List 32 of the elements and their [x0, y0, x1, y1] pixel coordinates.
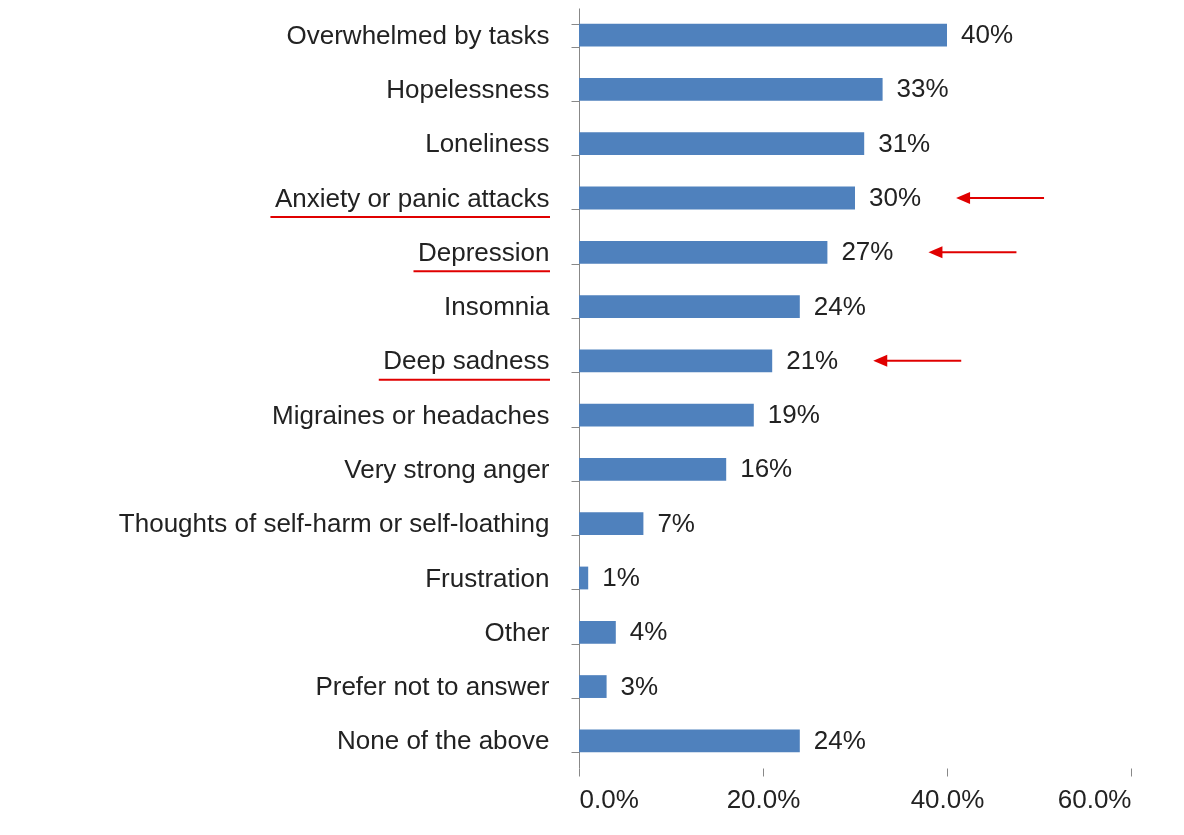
y-tick-label: Anxiety or panic attacks — [274, 182, 550, 213]
y-tick-label: None of the above — [337, 725, 550, 756]
data-label: 31% — [878, 127, 931, 158]
y-tick-label: Overwhelmed by tasks — [286, 19, 550, 50]
y-tick-label: Hopelessness — [386, 73, 550, 104]
y-tick-label: Loneliness — [425, 128, 550, 159]
y-tick-label: Deep sadness — [383, 345, 550, 376]
data-label: 24% — [813, 290, 866, 321]
data-label: 33% — [896, 73, 949, 104]
x-tick-label: 40.0% — [910, 783, 985, 814]
data-label: 4% — [629, 616, 668, 647]
data-label: 16% — [740, 453, 793, 484]
data-label: 27% — [841, 236, 894, 267]
data-label: 7% — [657, 507, 695, 538]
data-label: 3% — [620, 670, 659, 701]
x-tick-label: 0.0% — [579, 783, 639, 814]
y-tick-label: Very strong anger — [344, 453, 550, 484]
data-label: 21% — [786, 344, 839, 375]
y-tick-label: Prefer not to answer — [315, 671, 550, 702]
data-label: 30% — [869, 182, 922, 212]
data-label: 24% — [813, 724, 866, 755]
y-tick-label: Frustration — [425, 562, 550, 593]
y-tick-label: Depression — [417, 236, 550, 267]
y-tick-label: Migraines or headaches — [272, 399, 550, 430]
y-tick-label: Thoughts of self-harm or self-loathing — [118, 508, 550, 539]
y-tick-label: Other — [484, 616, 550, 647]
data-label: 40% — [961, 19, 1014, 50]
data-label: 19% — [767, 399, 820, 430]
y-tick-label: Insomnia — [444, 291, 551, 322]
data-label: 1% — [602, 562, 640, 592]
x-tick-label: 60.0% — [1057, 783, 1132, 814]
x-tick-label: 20.0% — [726, 783, 801, 814]
